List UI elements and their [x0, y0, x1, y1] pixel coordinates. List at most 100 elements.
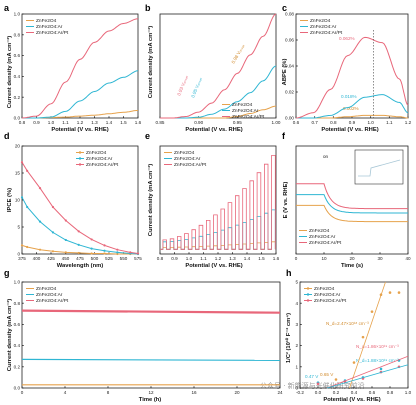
- h-ytick: 0: [295, 386, 298, 391]
- f-xtick: 10: [321, 256, 327, 261]
- e-xtick: 1.4: [244, 256, 251, 261]
- c-legend-label: ZnFe2O4:Ar: [310, 24, 337, 30]
- d-xtick: 525: [105, 256, 113, 261]
- g-legend-label: ZnFe2O4:Ar/Pt: [36, 298, 69, 304]
- c-ytick: 0.08: [285, 12, 294, 17]
- g-ytick: 1.0: [14, 280, 21, 285]
- d-series-point: [26, 245, 29, 249]
- f-inset-line: [358, 159, 401, 177]
- c-xtick: 0.8: [330, 120, 337, 125]
- d-xtick: 425: [47, 256, 55, 261]
- h-xtick: 0.4: [351, 390, 358, 395]
- a-series-line: [21, 18, 139, 119]
- g-xtick: 0: [21, 390, 24, 395]
- c-ylabel: ABPE (%): [282, 59, 288, 86]
- g-ytick: 0.4: [14, 343, 21, 348]
- h-series-point: [316, 382, 320, 386]
- h-xtick: 0.0: [315, 390, 322, 395]
- d-ytick: 5: [17, 225, 20, 230]
- d-series-line: [21, 197, 139, 255]
- d-series-point: [90, 247, 93, 250]
- g-series-line: [21, 358, 281, 361]
- f-series-line: [296, 204, 408, 223]
- b-legend-label: ZnFe2O4:Ar: [232, 108, 259, 114]
- a-xtick: 0.8: [19, 120, 26, 125]
- g-ylabel: Current density (mA cm⁻²): [6, 299, 13, 371]
- h-xtick: 1.0: [405, 390, 412, 395]
- a-legend-label: ZnFe2O4:Ar: [36, 24, 63, 30]
- e-xtick: 1.6: [273, 256, 280, 261]
- g-legend-label: ZnFe2O4: [36, 286, 57, 292]
- h-nd-ar: N_d=1.86×10¹⁹ cm⁻³: [356, 344, 399, 349]
- a-xtick: 0.9: [33, 120, 40, 125]
- d-ytick: 15: [15, 171, 21, 176]
- h-series-point: [379, 367, 383, 371]
- d-series-point: [103, 244, 106, 247]
- a-legend-label: ZnFe2O4: [36, 18, 57, 24]
- d-series-point: [20, 161, 24, 164]
- d-xtick: 475: [76, 256, 84, 261]
- h-ylabel: 1/C² (10¹⁰ F⁻² cm⁴): [285, 313, 292, 363]
- h-nd-armd-pt: N_d=1.88×10¹⁹ cm⁻³: [356, 358, 399, 363]
- d-legend-label: ZnFe2O4:Ar/Pt: [86, 162, 119, 168]
- c-series-line: [295, 36, 409, 119]
- d-legend-marker: [78, 163, 82, 166]
- e-xtick: 1.1: [200, 256, 207, 261]
- d-xtick: 500: [91, 256, 99, 261]
- d-xlabel: Wavelength (nm): [57, 263, 104, 269]
- b-ylabel: Current density (mA cm⁻²): [147, 26, 154, 98]
- a-xtick: 1.5: [120, 120, 127, 125]
- c-ytick: 0.06: [285, 38, 294, 43]
- c-peak-pristine: 0.002%: [343, 106, 359, 111]
- b-annotation-ar: 0.95 Vₒₙₛₑₜ: [190, 76, 203, 99]
- d-legend-marker: [78, 157, 82, 160]
- a-ytick: 1.0: [14, 12, 21, 17]
- h-ytick: 4: [295, 301, 298, 306]
- h-ytick: 3: [295, 322, 298, 327]
- f-xlabel: Time (s): [341, 263, 363, 269]
- b-legend-label: ZnFe2O4:Ar/Pt: [232, 114, 265, 120]
- d-series-point: [64, 251, 67, 254]
- h-fit-line: [326, 355, 409, 389]
- b-annotation-pristine: 0.98 Vₒₙₛₑₜ: [231, 43, 246, 65]
- h-legend-label: ZnFe2O4: [314, 286, 335, 292]
- d-series-point: [136, 252, 140, 255]
- d-series-point: [77, 243, 80, 246]
- d-ytick: 0: [17, 252, 20, 257]
- panel-letter-e: e: [145, 131, 150, 141]
- c-series-line: [296, 94, 409, 119]
- h-legend-label: ZnFe2O4:Ar/Pt: [314, 298, 347, 304]
- h-xtick: 0.6: [369, 390, 376, 395]
- d-xtick: 375: [18, 256, 26, 261]
- d-series-point: [26, 169, 29, 172]
- f-xtick: 40: [405, 256, 411, 261]
- g-xlabel: Time (h): [139, 397, 162, 403]
- c-xtick: 1.0: [367, 120, 374, 125]
- c-xtick: 0.7: [311, 120, 318, 125]
- panel-letter-g: g: [4, 268, 10, 278]
- f-xtick: 30: [377, 256, 383, 261]
- panel-letter-c: c: [282, 3, 287, 13]
- d-series-line: [21, 161, 139, 254]
- b-legend-label: ZnFe2O4: [232, 102, 253, 108]
- h-series-point: [334, 378, 338, 381]
- d-series-point: [90, 238, 93, 241]
- h-ytick: 5: [295, 280, 298, 285]
- h-xtick: 0.8: [387, 390, 394, 395]
- d-plot-frame: [21, 145, 139, 255]
- b-plot-frame: [159, 13, 277, 119]
- d-series-point: [64, 238, 67, 242]
- d-series-point: [38, 248, 42, 251]
- f-series-line: [296, 183, 408, 210]
- a-xtick: 1.1: [62, 120, 69, 125]
- a-legend-label: ZnFe2O4:Ar/Pt: [36, 30, 69, 36]
- h-legend-label: ZnFe2O4:Ar: [314, 292, 341, 298]
- h-ytick: 1: [295, 364, 298, 369]
- a-ytick: 0.2: [14, 95, 21, 100]
- h-ytick: 2: [295, 343, 298, 348]
- h-nd-pristine: N_d=2.47×10¹⁸ cm⁻³: [326, 321, 369, 326]
- g-ytick: 0.8: [14, 301, 21, 306]
- h-vfb-2: 0.65 V: [320, 372, 334, 377]
- c-xlabel: Potential (V vs. RHE): [321, 127, 378, 133]
- d-series-point: [116, 251, 119, 254]
